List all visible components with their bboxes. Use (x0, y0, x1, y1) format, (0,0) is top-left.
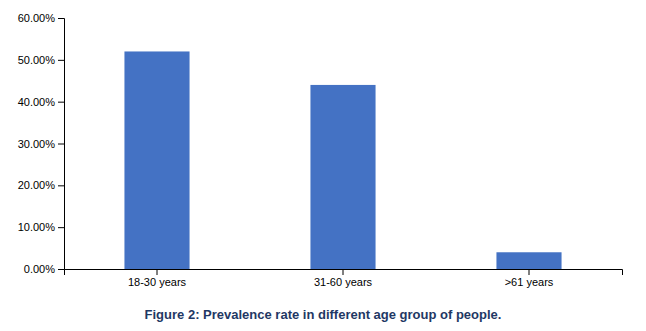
bar (124, 51, 189, 269)
tick-label: 20.00% (18, 179, 56, 191)
bar (496, 252, 561, 269)
tick-mark (343, 269, 344, 275)
tick: 30.00% (18, 138, 64, 150)
tick: 60.00% (18, 12, 64, 24)
tick-label: 18-30 years (128, 276, 187, 288)
tick-mark (58, 269, 64, 270)
bar (310, 85, 375, 269)
tick-label: 10.00% (18, 221, 56, 233)
tick: 31-60 years (314, 269, 373, 288)
tick: 18-30 years (128, 269, 187, 288)
axis-line (65, 270, 623, 276)
tick-mark (58, 144, 64, 145)
tick-mark (58, 102, 64, 103)
caption: Figure 2: Prevalence rate in different a… (145, 307, 502, 322)
tick-label: 50.00% (18, 54, 56, 66)
x-axis: 18-30 years 31-60 years >61 years (65, 269, 623, 288)
tick-label: >61 years (505, 276, 554, 288)
tick: 10.00% (18, 221, 64, 233)
tick-label: 60.00% (18, 12, 56, 24)
tick-mark (58, 60, 64, 61)
tick-mark (157, 269, 158, 275)
tick-label: 31-60 years (314, 276, 373, 288)
tick-mark (58, 227, 64, 228)
tick-label: 0.00% (24, 263, 55, 275)
tick-mark (529, 269, 530, 275)
tick: 40.00% (18, 96, 64, 108)
tick: 0.00% (24, 263, 64, 275)
chart: 0.00% 10.00% 20.00% 30.00% 40.00% 50.00% 60.00… (0, 0, 646, 331)
tick: 20.00% (18, 179, 64, 191)
tick-mark (58, 18, 64, 19)
bars (124, 51, 561, 269)
tick: >61 years (505, 269, 554, 288)
tick-mark (58, 185, 64, 186)
axis-line (58, 19, 65, 270)
tick-label: 30.00% (18, 138, 56, 150)
tick-label: 40.00% (18, 96, 56, 108)
plot: 0.00% 10.00% 20.00% 30.00% 40.00% 50.00% 60.00… (18, 12, 623, 288)
tick: 50.00% (18, 54, 64, 66)
y-axis: 0.00% 10.00% 20.00% 30.00% 40.00% 50.00% 60.00… (18, 12, 65, 275)
